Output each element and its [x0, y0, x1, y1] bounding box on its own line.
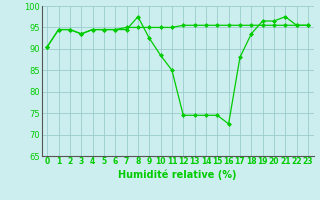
X-axis label: Humidité relative (%): Humidité relative (%)	[118, 169, 237, 180]
